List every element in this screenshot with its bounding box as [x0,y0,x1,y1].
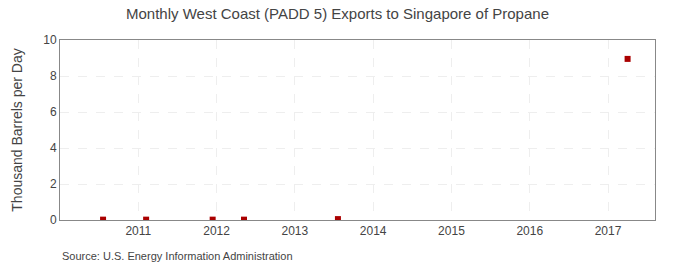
svg-text:0: 0 [50,213,57,227]
svg-text:2014: 2014 [360,224,387,238]
svg-text:2013: 2013 [282,224,309,238]
svg-text:2015: 2015 [438,224,465,238]
svg-text:Monthly West Coast (PADD 5) Ex: Monthly West Coast (PADD 5) Exports to S… [126,5,549,22]
svg-text:2016: 2016 [516,224,543,238]
svg-text:Source: U.S. Energy Informatio: Source: U.S. Energy Information Administ… [62,250,293,262]
svg-text:2: 2 [50,177,57,191]
svg-text:2011: 2011 [125,224,151,238]
svg-text:6: 6 [50,105,57,119]
svg-text:2012: 2012 [203,224,230,238]
svg-text:4: 4 [50,141,57,155]
svg-text:8: 8 [50,69,57,83]
svg-text:2017: 2017 [595,224,622,238]
svg-text:Thousand Barrels per Day: Thousand Barrels per Day [9,48,25,211]
svg-text:10: 10 [43,33,57,47]
